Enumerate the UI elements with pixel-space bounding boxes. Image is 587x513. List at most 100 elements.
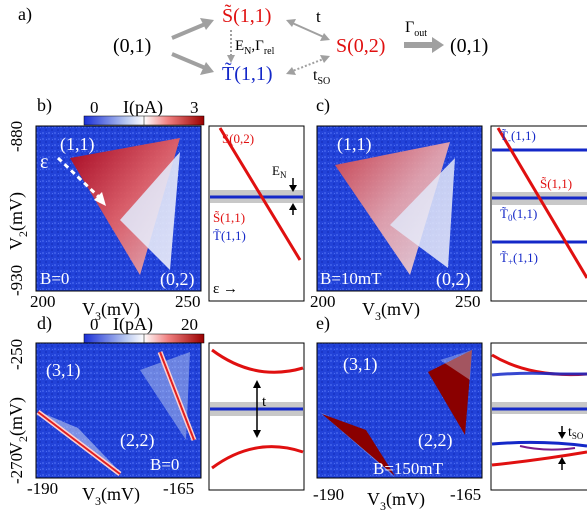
svg-text:EN: EN bbox=[272, 163, 287, 180]
d-x-axis: V bbox=[82, 484, 95, 504]
b-x-unit: (mV) bbox=[101, 299, 140, 320]
bd-s11: S̃(1,1) bbox=[213, 210, 245, 225]
state-01-left: (0,1) bbox=[113, 35, 151, 57]
cbar-top-min: 0 bbox=[90, 98, 99, 117]
c-x-unit: (mV) bbox=[381, 299, 420, 320]
d-x-right: -165 bbox=[163, 479, 194, 498]
e-x-unit: (mV) bbox=[386, 489, 425, 510]
bd-en: E bbox=[272, 163, 280, 178]
svg-text:V2(mV): V2(mV) bbox=[6, 397, 30, 455]
b-epsilon: ε bbox=[40, 151, 48, 173]
e-x-axis: V bbox=[367, 489, 380, 509]
state-t11: T̃(1,1) bbox=[222, 61, 273, 85]
b-field: B=0 bbox=[40, 269, 69, 288]
panel-c-diagram: T̃-(1,1) S̃(1,1) T̃0(1,1) T̃+(1,1) bbox=[490, 125, 587, 302]
e-x-right: -165 bbox=[450, 485, 481, 504]
panel-a: a) (0,1) S̃(1,1) T̃(1,1) S(0,2) (0,1) t … bbox=[18, 3, 488, 87]
cd-tplus-sub: + bbox=[508, 257, 513, 267]
panel-e-diagram: tSO bbox=[490, 342, 587, 491]
tunnel-t-label: t bbox=[316, 7, 321, 26]
state-s02: S(0,2) bbox=[336, 35, 385, 57]
b-y-unit: (mV) bbox=[6, 192, 27, 231]
svg-text:V3(mV): V3(mV) bbox=[362, 299, 420, 323]
e-region-31: (3,1) bbox=[343, 354, 378, 375]
panel-a-label: a) bbox=[18, 4, 32, 25]
state-s11: S̃(1,1) bbox=[222, 3, 271, 27]
d-field: B=0 bbox=[150, 455, 179, 474]
b-y-sub: 2 bbox=[16, 231, 30, 237]
d-region-22: (2,2) bbox=[120, 430, 155, 451]
bd-t11: T̃(1,1) bbox=[213, 228, 246, 243]
b-x-sub: 3 bbox=[95, 309, 101, 323]
cd-t0-sub: 0 bbox=[508, 213, 513, 223]
c-x-axis: V bbox=[362, 299, 375, 319]
b-y-bottom: -930 bbox=[7, 265, 26, 296]
bd-s02: S(0,2) bbox=[222, 131, 254, 146]
panel-d-diagram: t bbox=[208, 342, 305, 491]
rates-en-sub: N bbox=[244, 46, 251, 57]
bd-en-sub: N bbox=[280, 170, 287, 180]
panel-e-label: e) bbox=[316, 313, 330, 334]
cd-tminus-sub: - bbox=[508, 135, 511, 145]
gamma-out: Γ bbox=[405, 19, 414, 36]
cd-tminus-tail: (1,1) bbox=[511, 128, 536, 143]
gamma-out-sub: out bbox=[414, 28, 427, 39]
e-x-sub: 3 bbox=[380, 499, 386, 513]
cd-tminus: T̃ bbox=[500, 128, 508, 143]
panel-b-diagram: S(0,2) EN S̃(1,1) T̃(1,1) ε → bbox=[208, 125, 305, 302]
tso-label: t bbox=[313, 67, 318, 84]
svg-text:V3(mV): V3(mV) bbox=[82, 484, 140, 508]
d-y-sub: 2 bbox=[16, 436, 30, 442]
ed-tso: t bbox=[568, 425, 572, 440]
svg-text:EN,Γrel: EN,Γrel bbox=[235, 38, 275, 57]
panel-e: e) (3,1) (2,2) B=150mT -190 -165 V3(mV) bbox=[313, 313, 483, 513]
svg-text:tSO: tSO bbox=[313, 67, 330, 87]
d-y-axis: V bbox=[6, 442, 26, 455]
b-y-top: -880 bbox=[7, 121, 26, 152]
d-x-unit: (mV) bbox=[101, 484, 140, 505]
colorbar-top: 0 I(pA) 3 bbox=[83, 97, 205, 126]
d-y-unit: (mV) bbox=[6, 397, 27, 436]
svg-text:T̃-(1,1): T̃-(1,1) bbox=[500, 128, 536, 145]
panel-b-label: b) bbox=[37, 95, 52, 116]
transition-arrows bbox=[171, 18, 444, 75]
cd-tplus-tail: (1,1) bbox=[513, 250, 538, 265]
d-x-left: -190 bbox=[27, 479, 58, 498]
d-region-31: (3,1) bbox=[46, 360, 81, 381]
panel-c: c) (1,1) (0,2) B=10mT 200 250 V3(mV) bbox=[310, 95, 483, 323]
panel-c-label: c) bbox=[316, 95, 330, 116]
c-region-02: (0,2) bbox=[436, 269, 471, 290]
cbar-bot-label: I(pA) bbox=[113, 314, 153, 335]
panel-b: b) (1,1) (0,2) ε B=0 -880 -930 V2(mV) 20… bbox=[6, 95, 202, 323]
svg-text:V3(mV): V3(mV) bbox=[367, 489, 425, 513]
cd-tplus: T̃ bbox=[500, 250, 508, 265]
svg-text:V2(mV): V2(mV) bbox=[6, 192, 30, 250]
cd-t0-tail: (1,1) bbox=[512, 206, 537, 221]
svg-text:T̃0(1,1): T̃0(1,1) bbox=[500, 206, 537, 223]
panel-d: d) (3,1) (2,2) B=0 -250 -270 V2(mV) -190… bbox=[6, 313, 202, 508]
b-y-axis: V bbox=[6, 237, 26, 250]
e-region-22: (2,2) bbox=[418, 430, 453, 451]
e-x-left: -190 bbox=[313, 485, 344, 504]
state-01-right: (0,1) bbox=[450, 35, 488, 57]
cbar-bot-min: 0 bbox=[90, 315, 99, 334]
cd-t0: T̃ bbox=[500, 206, 508, 221]
c-x-right: 250 bbox=[455, 292, 481, 311]
c-x-left: 200 bbox=[310, 292, 336, 311]
e-field: B=150mT bbox=[373, 459, 444, 478]
b-region-02: (0,2) bbox=[160, 269, 195, 290]
cbar-top-label: I(pA) bbox=[123, 97, 163, 118]
rates-en: E bbox=[235, 38, 244, 54]
svg-text:T̃+(1,1): T̃+(1,1) bbox=[500, 250, 538, 267]
dd-t: t bbox=[262, 394, 267, 410]
panel-d-label: d) bbox=[37, 313, 52, 334]
panel-d-map bbox=[35, 342, 202, 479]
cbar-top-max: 3 bbox=[190, 98, 199, 117]
c-x-sub: 3 bbox=[375, 309, 381, 323]
tso-sub: SO bbox=[317, 76, 330, 87]
c-region-11: (1,1) bbox=[337, 134, 372, 155]
cd-s11: S̃(1,1) bbox=[540, 176, 572, 191]
bd-eps: ε → bbox=[213, 281, 238, 297]
d-y-bottom: -270 bbox=[7, 453, 26, 484]
